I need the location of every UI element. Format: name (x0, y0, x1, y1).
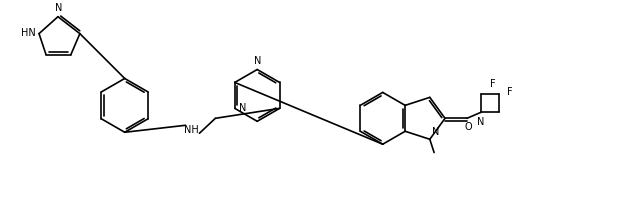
Text: N: N (432, 127, 439, 137)
Text: N: N (55, 3, 63, 13)
Text: N: N (477, 117, 485, 127)
Text: O: O (464, 122, 472, 132)
Text: F: F (507, 87, 512, 97)
Text: NH: NH (184, 125, 199, 135)
Text: HN: HN (21, 28, 36, 38)
Text: F: F (490, 79, 496, 89)
Text: N: N (239, 103, 246, 113)
Text: N: N (254, 56, 261, 65)
